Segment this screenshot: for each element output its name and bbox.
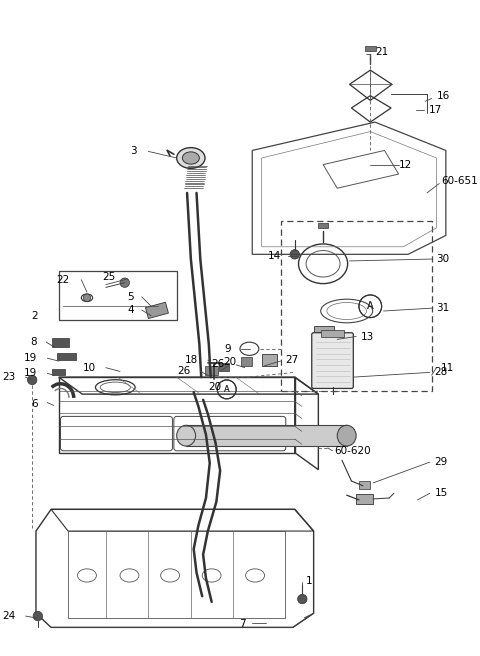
Text: 22: 22: [57, 275, 70, 285]
Ellipse shape: [177, 425, 195, 446]
Bar: [281, 221, 432, 391]
Circle shape: [290, 250, 300, 259]
Bar: [321, 330, 344, 337]
Ellipse shape: [337, 425, 356, 446]
Bar: [219, 363, 228, 371]
Text: 21: 21: [375, 47, 388, 57]
Circle shape: [83, 294, 91, 302]
Text: 1: 1: [306, 576, 312, 586]
Bar: [52, 338, 69, 347]
Text: 8: 8: [30, 337, 37, 347]
Text: 26: 26: [178, 365, 191, 375]
Text: 23: 23: [2, 372, 15, 382]
Text: A: A: [224, 385, 229, 394]
Bar: [313, 326, 335, 339]
Bar: [52, 369, 65, 375]
Bar: [241, 358, 252, 366]
Circle shape: [27, 375, 37, 384]
Text: 24: 24: [2, 611, 15, 621]
Text: 27: 27: [285, 355, 299, 365]
Text: 5: 5: [128, 292, 134, 302]
Circle shape: [298, 594, 307, 604]
Text: 16: 16: [436, 91, 450, 100]
Bar: [356, 494, 373, 504]
Text: 12: 12: [398, 159, 412, 170]
Text: A: A: [367, 301, 373, 312]
Text: 17: 17: [429, 105, 442, 115]
Text: 19: 19: [24, 368, 37, 379]
Bar: [145, 302, 168, 319]
Text: 60-620: 60-620: [335, 446, 371, 456]
Text: 13: 13: [361, 331, 374, 342]
Bar: [186, 425, 347, 446]
Text: 60-651: 60-651: [441, 176, 478, 186]
Bar: [205, 366, 218, 375]
Text: 7: 7: [239, 619, 246, 628]
Bar: [318, 223, 328, 228]
Bar: [365, 46, 376, 51]
Text: 2: 2: [31, 311, 38, 321]
Bar: [57, 352, 76, 360]
Text: 15: 15: [434, 488, 448, 499]
Text: 18: 18: [185, 355, 198, 365]
Circle shape: [120, 278, 130, 287]
Text: 3: 3: [131, 146, 137, 156]
Text: 26: 26: [212, 359, 225, 369]
Text: 11: 11: [441, 363, 455, 373]
Text: 19: 19: [24, 353, 37, 363]
Bar: [359, 481, 370, 489]
Bar: [262, 354, 277, 366]
Text: 31: 31: [436, 303, 450, 313]
Circle shape: [33, 611, 43, 621]
Text: 30: 30: [436, 254, 450, 264]
Text: 9: 9: [224, 344, 230, 354]
Text: 6: 6: [31, 399, 38, 409]
FancyBboxPatch shape: [312, 333, 353, 388]
Text: 20: 20: [223, 357, 236, 367]
Text: A: A: [367, 301, 373, 312]
Text: 25: 25: [102, 272, 115, 282]
Text: 14: 14: [267, 251, 281, 261]
Text: 10: 10: [84, 363, 96, 373]
Bar: [59, 272, 177, 320]
Text: A: A: [224, 385, 229, 394]
Text: 28: 28: [434, 367, 448, 377]
Text: 4: 4: [128, 305, 134, 315]
Ellipse shape: [177, 148, 205, 169]
Ellipse shape: [182, 152, 199, 164]
Text: 29: 29: [434, 457, 448, 467]
Text: 20: 20: [208, 382, 221, 392]
